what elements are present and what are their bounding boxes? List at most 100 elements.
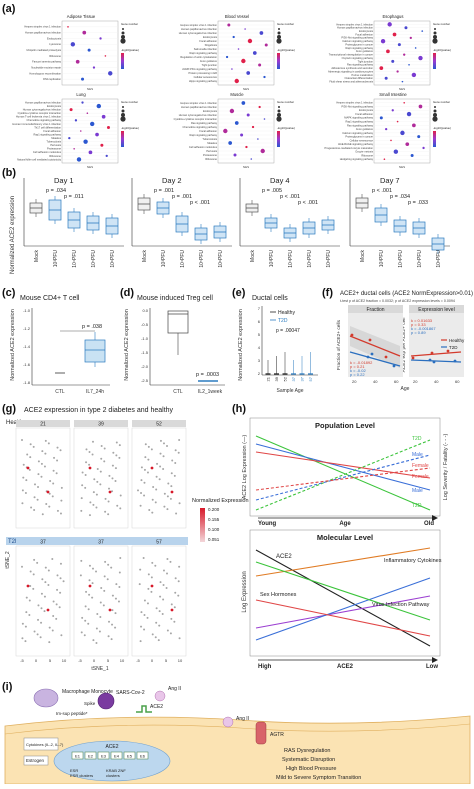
panel-g-cell-dot [99, 470, 102, 473]
panel-g-cell-dot [115, 583, 118, 586]
panel-c-ylabel: Normalized ACE2 expression [10, 309, 16, 381]
panel-g-cell-dot [144, 443, 147, 446]
panel-g-cell-dot [36, 561, 39, 564]
panel-g-cell-dot [48, 505, 51, 508]
panel-h-label-ace2: ACE2 [276, 554, 292, 560]
panel-g-xtick: -5 [78, 658, 82, 663]
panel-a-dot [379, 66, 384, 71]
panel-g-cell-dot [147, 458, 150, 461]
panel-g-xtick: 10 [120, 658, 125, 663]
panel-a-dot [104, 55, 107, 57]
panel-g-ace2-positive-dot [26, 584, 30, 588]
panel-a-dot [408, 63, 410, 66]
panel-e-title: Ductal cells [252, 295, 288, 302]
panel-b-xtick: Mock [142, 250, 148, 262]
panel-b-xtick: 10⁴PFU [72, 250, 78, 268]
panel-h-bottom-title: Molecular Level [317, 533, 373, 542]
panel-a-term-label: Cellular senescence [350, 138, 374, 142]
panel-g-cell-dot [88, 514, 91, 517]
panel-g-cell-dot [111, 623, 114, 626]
panel-e-ytick: 6 [258, 319, 261, 324]
panel-d-ytick: -2.0 [141, 364, 149, 369]
panel-g-cell-dot [28, 468, 31, 471]
panel-g-cell-dot [47, 569, 50, 572]
panel-a-dot [421, 30, 424, 32]
panel-c-xtick: IL7_24h [86, 389, 104, 395]
panel-g-cell-dot [174, 462, 177, 465]
panel-g-cell-dot [36, 498, 39, 501]
panel-a-legend-size-dot [433, 31, 437, 35]
panel-i-cytokines-box [23, 737, 59, 751]
panel-a-legend-colorbar [121, 53, 124, 69]
panel-g-plot-area [73, 545, 129, 657]
panel-g-cell-dot [91, 567, 94, 570]
panel-g-xtick: 5 [165, 658, 168, 663]
panel-a-term-label: Hippo signaling pathway [189, 79, 218, 83]
panel-g-cell-dot [114, 597, 117, 600]
panel-label-b: (b) [2, 167, 16, 179]
panel-e-pvalue: p = .00047 [276, 328, 300, 334]
panel-c-ytick: -1.0 [23, 308, 31, 313]
panel-i-label: Im-sup peptide* [56, 711, 88, 716]
panel-a-term-label: Purine metabolism [352, 73, 373, 77]
panel-h-line-label: Male [412, 488, 423, 494]
panel-a-dot [75, 59, 80, 64]
panel-g-cell-dot [33, 509, 36, 512]
panel-b-xtick: Mock [34, 250, 40, 262]
panel-c-xtick: CTL [55, 389, 65, 395]
panel-a-dot [403, 101, 406, 104]
panel-b-xtick: 10⁶PFU [110, 250, 116, 268]
panel-g-cell-dot [91, 596, 94, 599]
panel-g-cell-dot [111, 477, 114, 480]
panel-g-ace2-positive-dot [108, 608, 112, 612]
panel-g-cell-dot [114, 612, 117, 615]
panel-g-cell-dot [151, 561, 154, 564]
panel-a-dot [380, 39, 386, 44]
panel-g-cell-dot [159, 439, 162, 442]
panel-d-ylabel: Normalized ACE2 expression [124, 309, 130, 381]
panel-a-term-label: Human cytomegalovirus infection [23, 108, 62, 112]
panel-f-left-ylabel: Fraction of ACE2+ cells [336, 319, 342, 370]
panel-g-cell-dot [170, 617, 173, 620]
panel-g-xtick: 5 [49, 658, 52, 663]
panel-g-cell-dot [103, 575, 106, 578]
panel-a-term-label: Proteasome [203, 153, 218, 157]
panel-f-right-stat: p = 0.33 [411, 322, 426, 327]
panel-a-dot [246, 113, 250, 117]
panel-b-ylabel: Normalized ACE2 expression [10, 196, 16, 274]
panel-b-pvalue: p < .001 [190, 200, 210, 206]
panel-g-cell-dot [140, 479, 143, 482]
panel-g-cell-dot [60, 486, 63, 489]
panel-a-subplot-title: Adipose Tissue [67, 14, 96, 19]
panel-g-cell-dot [83, 634, 86, 637]
panel-i-ang-ii-molecule [154, 690, 166, 702]
panel-a-legend-colorbar [277, 131, 280, 147]
panel-g-cell-dot [112, 451, 115, 454]
panel-g-subplot-age: 21 [40, 422, 46, 428]
panel-h-top-title: Population Level [315, 421, 375, 430]
panel-g-cell-dot [21, 637, 24, 640]
panel-g-cell-dot [175, 512, 178, 515]
panel-g-cell-dot [80, 631, 83, 634]
panel-g-cell-dot [41, 450, 44, 453]
panel-g-ace2-positive-dot [170, 608, 174, 612]
panel-d-ytick: -1.0 [141, 336, 149, 341]
panel-f-t2d-expression-line [410, 359, 462, 363]
panel-g-cell-dot [104, 497, 107, 500]
panel-g-cell-dot [140, 491, 143, 494]
panel-g-cell-dot [60, 499, 63, 502]
panel-g-cell-dot [91, 440, 94, 443]
panel-g-cell-dot [44, 439, 47, 442]
panel-d-xtick: CTL [173, 389, 183, 395]
panel-a-legend-size-dot [121, 113, 125, 117]
panel-g-legend-title: Normalized Expression Level [192, 498, 263, 504]
panel-a-term-label: Rap1 signaling pathway [189, 133, 217, 137]
panel-d-ytick: -1.5 [141, 350, 149, 355]
panel-a-legend-size-dot [121, 35, 125, 39]
panel-g-xtick: 10 [62, 658, 67, 663]
panel-g-cell-dot [151, 511, 154, 514]
panel-a-term-label: Focal adhesion [355, 112, 373, 116]
panel-a-dot [69, 108, 73, 112]
panel-a-dot [105, 154, 108, 158]
panel-a-term-label: Endocytosis [47, 104, 62, 108]
